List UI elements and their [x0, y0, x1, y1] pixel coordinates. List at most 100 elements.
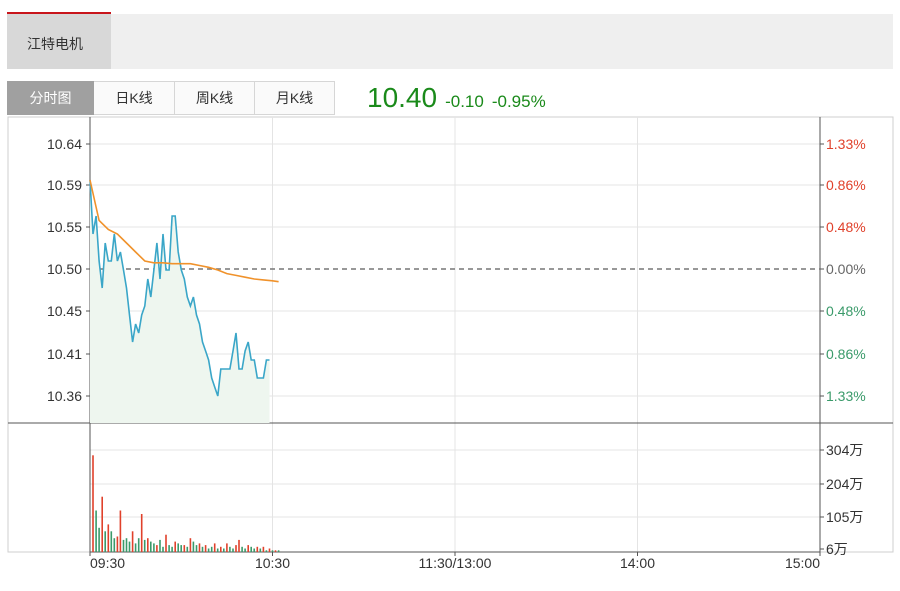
price-tick-label: 10.50 [47, 261, 82, 277]
price-tick-label: 10.59 [47, 177, 82, 193]
tab-weekly-k[interactable]: 周K线 [175, 81, 255, 115]
price-tick-label: 10.64 [47, 136, 82, 152]
percent-tick-label: 1.33% [826, 388, 866, 404]
quote-summary: 10.40 -0.10 -0.95% [367, 82, 546, 116]
volume-bar [253, 548, 255, 552]
volume-bar [137, 538, 140, 552]
time-tick-label: 10:30 [255, 555, 290, 571]
volume-bar [186, 546, 189, 552]
volume-bar [125, 538, 128, 552]
volume-bar [226, 543, 228, 552]
price-line [89, 179, 270, 397]
stock-tab[interactable]: 江特电机 [7, 12, 111, 69]
volume-bar [113, 538, 116, 552]
tab-intraday[interactable]: 分时图 [7, 81, 94, 115]
volume-bar [165, 534, 167, 552]
volume-tick-label: 304万 [826, 442, 863, 458]
price-tick-label: 10.55 [47, 219, 82, 235]
volume-bar [174, 541, 176, 552]
volume-bar [229, 546, 231, 552]
volume-bar [119, 510, 122, 552]
volume-bar [204, 545, 207, 552]
volume-bar [104, 531, 106, 552]
volume-bar [247, 545, 249, 552]
time-tick-label: 14:00 [620, 555, 655, 571]
volume-bar [159, 539, 161, 552]
volume-tick-label: 105万 [826, 509, 863, 525]
volume-bar [268, 548, 271, 552]
percent-tick-label: 0.00% [826, 261, 866, 277]
volume-bar [183, 545, 186, 552]
volume-bar [213, 543, 216, 552]
volume-bar [201, 546, 204, 552]
volume-bar [110, 531, 113, 552]
tab-monthly-k[interactable]: 月K线 [255, 81, 335, 115]
volume-bar [256, 546, 259, 552]
time-tick-label: 15:00 [785, 555, 820, 571]
volume-bar [223, 548, 225, 552]
average-price-line [89, 179, 279, 283]
percent-tick-label: 0.48% [826, 219, 866, 235]
volume-bar [265, 550, 268, 552]
time-tick-label: 09:30 [90, 555, 125, 571]
volume-bar [262, 546, 265, 552]
price-tick-label: 10.45 [47, 303, 82, 319]
volume-bar [92, 455, 94, 552]
volume-bar [189, 538, 192, 552]
volume-bar [162, 546, 164, 552]
price-change-percent: -0.95% [491, 92, 546, 111]
price-tick-label: 10.41 [47, 346, 82, 362]
volume-bar [244, 548, 246, 552]
volume-bar [153, 543, 155, 552]
volume-bar [140, 514, 143, 552]
volume-bar [150, 541, 152, 552]
volume-bar [195, 545, 198, 552]
volume-bar [271, 550, 274, 552]
volume-bar [143, 539, 146, 552]
percent-tick-label: 0.86% [826, 177, 866, 193]
volume-tick-label: 204万 [826, 476, 863, 492]
volume-bar [177, 543, 179, 552]
time-tick-label: 11:30/13:00 [419, 555, 492, 571]
volume-bar [147, 538, 149, 552]
tab-daily-k[interactable]: 日K线 [94, 81, 175, 115]
price-tick-label: 10.36 [47, 388, 82, 404]
price-change: -0.10 [445, 92, 484, 111]
volume-bar [122, 539, 125, 552]
volume-bar [259, 548, 262, 552]
volume-bar [235, 545, 237, 552]
volume-bar [180, 545, 182, 552]
volume-bar [131, 531, 134, 552]
stock-tab-bar [7, 14, 893, 69]
volume-bar [207, 548, 210, 552]
volume-bar [210, 546, 213, 552]
volume-bar [134, 543, 137, 552]
volume-bar [250, 546, 252, 552]
stock-name: 江特电机 [27, 36, 83, 52]
volume-bar [232, 548, 234, 552]
chart-type-tabs: 分时图 日K线 周K线 月K线 [7, 81, 335, 115]
volume-bar [107, 524, 110, 552]
price-area [90, 180, 270, 423]
volume-bar [216, 548, 219, 552]
volume-bar [274, 550, 277, 552]
volume-bar [95, 510, 97, 552]
volume-bar [116, 536, 119, 552]
volume-bar [277, 550, 280, 552]
percent-tick-label: 1.33% [826, 136, 866, 152]
volume-bar [168, 545, 170, 552]
volume-bar [192, 541, 195, 552]
volume-bar [220, 546, 222, 552]
volume-bar [98, 527, 100, 552]
volume-bar [198, 543, 201, 552]
percent-tick-label: 0.86% [826, 346, 866, 362]
current-price: 10.40 [367, 82, 438, 113]
volume-bar [241, 546, 243, 552]
percent-tick-label: 0.48% [826, 303, 866, 319]
volume-bar [171, 546, 173, 552]
volume-bar [238, 539, 240, 552]
volume-bar [128, 541, 131, 552]
volume-bar [101, 496, 103, 552]
volume-tick-label: 6万 [826, 541, 848, 557]
